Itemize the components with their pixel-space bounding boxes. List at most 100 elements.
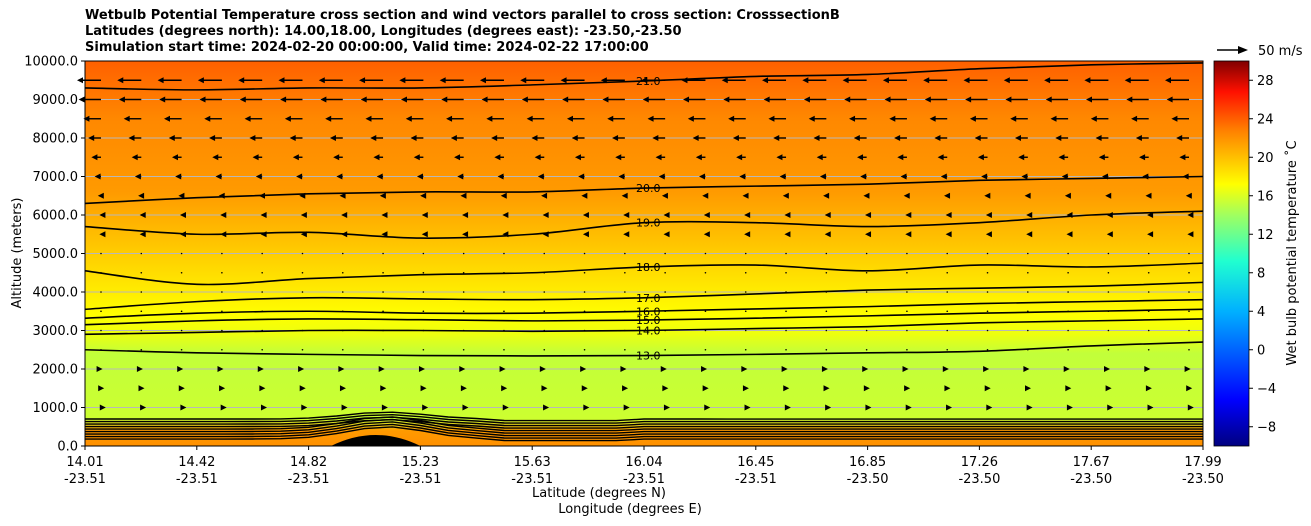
- wind-arrowhead: [692, 135, 699, 141]
- wind-vector: [624, 329, 626, 332]
- wind-vector: [744, 310, 747, 313]
- wind-arrowhead: [620, 366, 627, 372]
- wind-arrowhead: [481, 96, 488, 103]
- wind-vector: [180, 291, 183, 293]
- wind-vector: [1067, 271, 1069, 274]
- wind-arrowhead: [1126, 96, 1133, 103]
- wind-arrowhead: [178, 192, 185, 199]
- wind-arrowhead: [1026, 404, 1033, 411]
- wind-vector: [825, 329, 828, 332]
- wind-vector: [382, 329, 384, 332]
- wind-arrowhead: [663, 231, 670, 238]
- wind-arrowhead: [865, 212, 872, 218]
- wind-arrowhead: [99, 212, 106, 218]
- wind-vector: [1147, 329, 1150, 332]
- wind-arrowhead: [803, 96, 810, 103]
- wind-arrowhead: [258, 192, 265, 199]
- surface-contour-lines: [85, 411, 1203, 446]
- wind-arrowhead: [1095, 135, 1102, 141]
- wind-arrowhead: [462, 231, 469, 238]
- y-tick-label: 3000.0: [33, 324, 79, 339]
- wind-vector: [140, 310, 143, 313]
- wind-arrowhead: [178, 385, 185, 392]
- wind-arrowhead: [813, 135, 820, 141]
- wind-arrowhead: [937, 154, 944, 161]
- wind-vector: [785, 348, 787, 351]
- wind-arrowhead: [299, 385, 306, 392]
- wind-vector: [825, 291, 828, 293]
- wind-vector: [1188, 329, 1190, 332]
- wind-arrowhead: [663, 212, 670, 218]
- wind-arrowhead: [776, 154, 783, 161]
- y-tick-label: 7000.0: [33, 170, 79, 185]
- wind-arrowhead: [824, 231, 831, 238]
- wind-arrowhead: [983, 366, 990, 372]
- wind-arrowhead: [944, 385, 951, 392]
- wind-arrowhead: [1147, 231, 1154, 238]
- wind-arrowhead: [699, 173, 706, 180]
- wind-vector: [301, 291, 304, 293]
- wind-arrowhead: [687, 115, 694, 122]
- wind-vector: [624, 291, 626, 293]
- y-tick-label: 1000.0: [33, 401, 79, 416]
- surface-contour-line: [85, 418, 1203, 434]
- wind-arrowhead: [300, 231, 307, 238]
- wind-arrowhead: [421, 231, 428, 238]
- wind-arrowhead: [618, 173, 625, 180]
- wind-vector: [744, 329, 747, 332]
- wind-vector: [624, 348, 626, 351]
- wind-vector: [1147, 291, 1150, 293]
- wind-arrowhead: [582, 212, 589, 218]
- wind-vector: [986, 310, 989, 313]
- wind-vector: [100, 348, 102, 351]
- wind-vector: [462, 271, 465, 274]
- wind-vector: [664, 329, 666, 332]
- wind-arrowhead: [849, 115, 856, 122]
- wind-vector: [624, 271, 626, 274]
- wind-arrowhead: [647, 115, 654, 122]
- surface-contour-line: [85, 411, 1203, 422]
- wind-vector: [422, 291, 425, 293]
- wind-arrowhead: [462, 404, 469, 411]
- wind-vector: [261, 348, 263, 351]
- wind-arrowhead: [963, 77, 970, 84]
- surface-contour-line: [85, 426, 1203, 442]
- wind-arrowhead: [652, 135, 659, 141]
- wind-arrowhead: [863, 385, 870, 392]
- wind-arrowhead: [217, 366, 224, 372]
- wind-arrowhead: [732, 135, 739, 141]
- wind-arrowhead: [641, 77, 648, 84]
- wind-arrowhead: [539, 366, 546, 372]
- wind-arrowhead: [365, 115, 372, 122]
- wind-arrowhead: [1021, 173, 1028, 180]
- wind-arrowhead: [459, 366, 466, 372]
- wind-vector: [140, 252, 143, 255]
- wind-arrowhead: [139, 231, 146, 238]
- wind-arrowhead: [497, 173, 504, 180]
- wind-arrowhead: [450, 135, 457, 141]
- wind-arrowhead: [615, 154, 622, 161]
- x-axis-label-2: Longitude (degrees E): [558, 502, 702, 517]
- wind-vector: [986, 348, 989, 351]
- wind-arrowhead: [77, 77, 83, 84]
- wind-arrowhead: [1147, 404, 1154, 411]
- wind-arrowhead: [1131, 115, 1138, 122]
- colorbar-tick-label: 16: [1257, 189, 1274, 204]
- wind-vector: [301, 310, 304, 313]
- wind-arrowhead: [83, 115, 90, 122]
- wind-vector: [906, 271, 908, 274]
- x-tick-label-lat: 17.99: [1184, 455, 1221, 470]
- wind-arrowhead: [439, 77, 446, 84]
- wind-vector: [1188, 252, 1190, 255]
- wind-arrowhead: [704, 404, 711, 411]
- wind-arrowhead: [175, 173, 182, 180]
- wind-arrowhead: [220, 404, 227, 411]
- wind-arrowhead: [808, 115, 815, 122]
- wind-vector: [1027, 291, 1029, 293]
- wind-arrowhead: [889, 115, 896, 122]
- wind-vector: [422, 271, 425, 274]
- wind-vector: [301, 271, 304, 274]
- wind-arrowhead: [420, 385, 427, 392]
- wind-arrowhead: [163, 115, 170, 122]
- wind-vector: [664, 252, 666, 255]
